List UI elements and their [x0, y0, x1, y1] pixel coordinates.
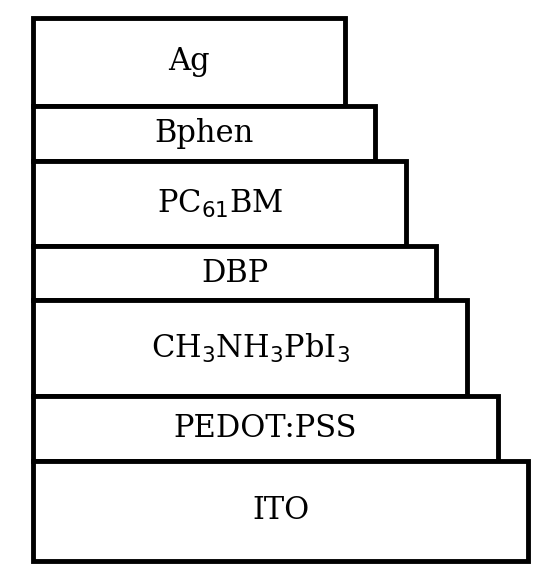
- FancyBboxPatch shape: [33, 18, 345, 106]
- FancyBboxPatch shape: [33, 461, 528, 561]
- FancyBboxPatch shape: [33, 300, 467, 396]
- FancyBboxPatch shape: [33, 161, 406, 246]
- Text: PEDOT:PSS: PEDOT:PSS: [173, 413, 358, 444]
- Text: Ag: Ag: [168, 46, 210, 77]
- FancyBboxPatch shape: [33, 396, 498, 461]
- Text: DBP: DBP: [201, 258, 269, 288]
- Text: CH$_3$NH$_3$PbI$_3$: CH$_3$NH$_3$PbI$_3$: [151, 332, 350, 364]
- FancyBboxPatch shape: [33, 246, 436, 300]
- Text: PC$_{61}$BM: PC$_{61}$BM: [157, 188, 282, 220]
- Text: Bphen: Bphen: [155, 118, 254, 150]
- FancyBboxPatch shape: [33, 106, 375, 161]
- Text: ITO: ITO: [252, 495, 309, 526]
